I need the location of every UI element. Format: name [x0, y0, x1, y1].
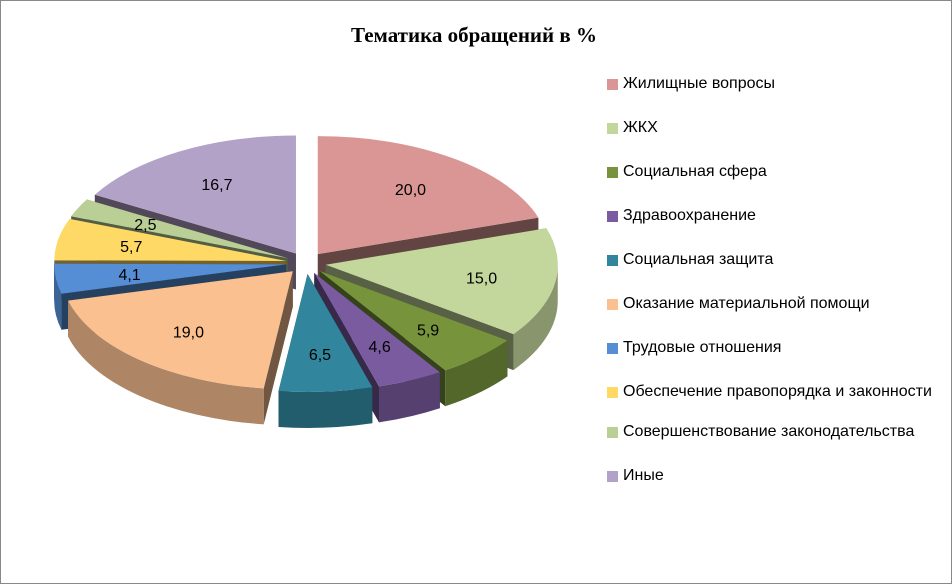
- slice-outer-wall: [513, 264, 558, 371]
- legend-label: Здравоохранение: [623, 207, 756, 224]
- legend-label: Иные: [623, 467, 664, 484]
- data-label: 5,7: [120, 239, 142, 256]
- legend-label: Социальная сфера: [623, 163, 767, 180]
- legend-item: Жилищные вопросы: [607, 73, 943, 95]
- legend-swatch: [607, 123, 618, 134]
- legend-item: Здравоохранение: [607, 205, 943, 227]
- legend-item: Оказание материальной помощи: [607, 293, 943, 315]
- legend-item: Совершенствование законодательства: [607, 421, 943, 443]
- legend-swatch: [607, 211, 618, 222]
- slice-top: [314, 273, 440, 387]
- legend-item: Социальная защита: [607, 249, 943, 271]
- data-label: 16,7: [201, 177, 232, 194]
- slice-top: [325, 228, 558, 335]
- data-label: 20,0: [395, 182, 426, 199]
- legend-swatch: [607, 255, 618, 266]
- slice-top: [278, 273, 373, 392]
- legend-swatch: [607, 343, 618, 354]
- legend-label: Обеспечение правопорядка и законности: [623, 383, 932, 400]
- legend-swatch: [607, 387, 618, 398]
- slice-outer-wall: [379, 372, 440, 423]
- slice-top: [94, 135, 296, 254]
- legend-swatch: [607, 167, 618, 178]
- legend-item: Трудовые отношения: [607, 337, 943, 359]
- legend-item: Иные: [607, 465, 943, 487]
- legend-swatch: [607, 471, 618, 482]
- data-label: 2,5: [134, 217, 156, 234]
- data-label: 5,9: [417, 322, 439, 339]
- chart-title: Тематика обращений в %: [351, 23, 597, 47]
- legend-label: Социальная защита: [623, 251, 774, 268]
- legend-swatch: [607, 299, 618, 310]
- legend-swatch: [607, 79, 618, 90]
- slice-top: [68, 271, 293, 389]
- legend-label: Совершенствование законодательства: [623, 423, 915, 440]
- legend-label: ЖКХ: [623, 119, 658, 136]
- pie-slice: 19,0: [68, 271, 293, 425]
- slice-top: [54, 218, 287, 261]
- data-label: 19,0: [173, 324, 204, 341]
- slice-outer-wall: [278, 387, 373, 428]
- slice-outer-wall: [68, 300, 264, 425]
- slice-top: [71, 199, 288, 259]
- slice-top: [54, 263, 287, 294]
- legend-item: ЖКХ: [607, 117, 943, 139]
- slice-top: [319, 270, 508, 371]
- slice-outer-wall: [54, 264, 62, 330]
- legend-swatch: [607, 427, 618, 438]
- legend-item: Обеспечение правопорядка и законности: [607, 381, 943, 403]
- legend-label: Оказание материальной помощи: [623, 295, 870, 312]
- data-label: 4,6: [369, 339, 391, 356]
- slice-top: [317, 136, 539, 255]
- pie-chart: 16,7 20,0 2,5 5,7 4,1 15,0 5,9 19,0 4,6 6,5: [54, 135, 558, 428]
- legend-label: Жилищные вопросы: [623, 75, 776, 92]
- legend-label: Трудовые отношения: [623, 339, 782, 356]
- legend-item: Социальная сфера: [607, 161, 943, 183]
- data-label: 6,5: [309, 347, 331, 364]
- pie-slice: 6,5: [278, 273, 373, 428]
- data-label: 4,1: [118, 267, 140, 284]
- data-label: 15,0: [466, 270, 497, 287]
- slice-side-wall: [263, 271, 293, 425]
- slice-outer-wall: [445, 340, 508, 407]
